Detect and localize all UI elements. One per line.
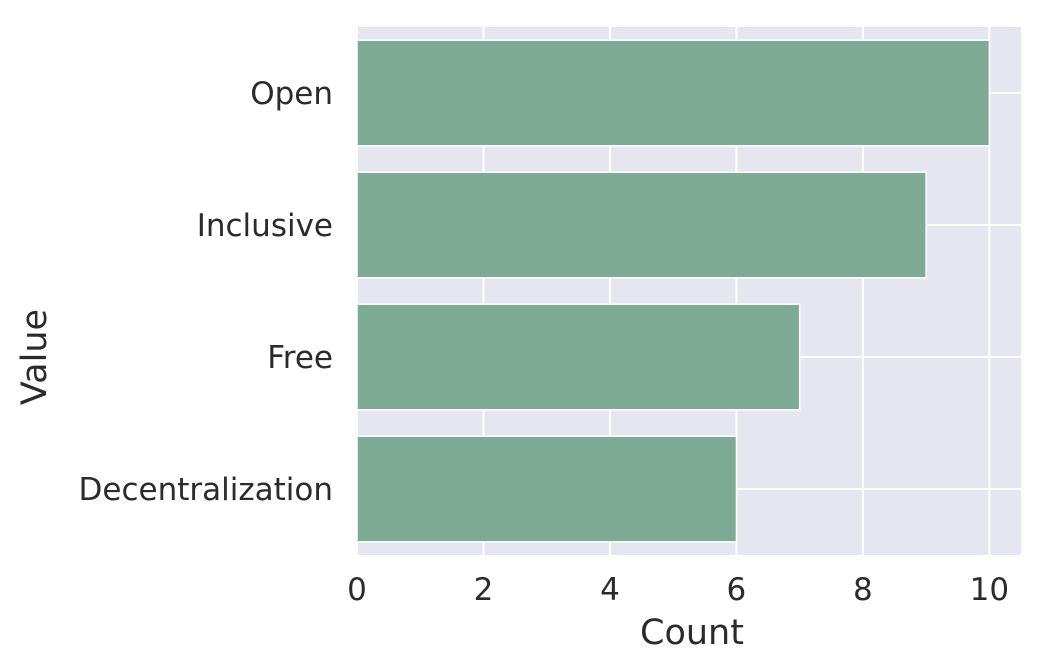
- x-tick-label: 2: [474, 572, 494, 608]
- x-tick-label: 4: [600, 572, 620, 608]
- x-axis-label: Count: [640, 613, 744, 653]
- x-tick-label: 0: [347, 572, 367, 608]
- x-tick-label: 6: [727, 572, 747, 608]
- bar-inclusive: [356, 171, 927, 279]
- y-tick-label: Free: [267, 340, 333, 376]
- y-tick-label: Open: [250, 76, 333, 112]
- y-axis-label: Value: [15, 309, 55, 405]
- y-tick-label: Inclusive: [197, 208, 333, 244]
- x-tick-labels: 0 2 4 6 8 10: [347, 572, 1009, 608]
- y-tick-label: Decentralization: [79, 472, 333, 508]
- x-tick-label: 10: [970, 572, 1009, 608]
- bars: [356, 39, 991, 543]
- bar-open: [356, 39, 991, 147]
- bar-decentralization: [356, 435, 738, 543]
- x-tick-label: 8: [853, 572, 873, 608]
- y-tick-labels: Open Inclusive Free Decentralization: [79, 76, 333, 508]
- bar-free: [356, 303, 801, 411]
